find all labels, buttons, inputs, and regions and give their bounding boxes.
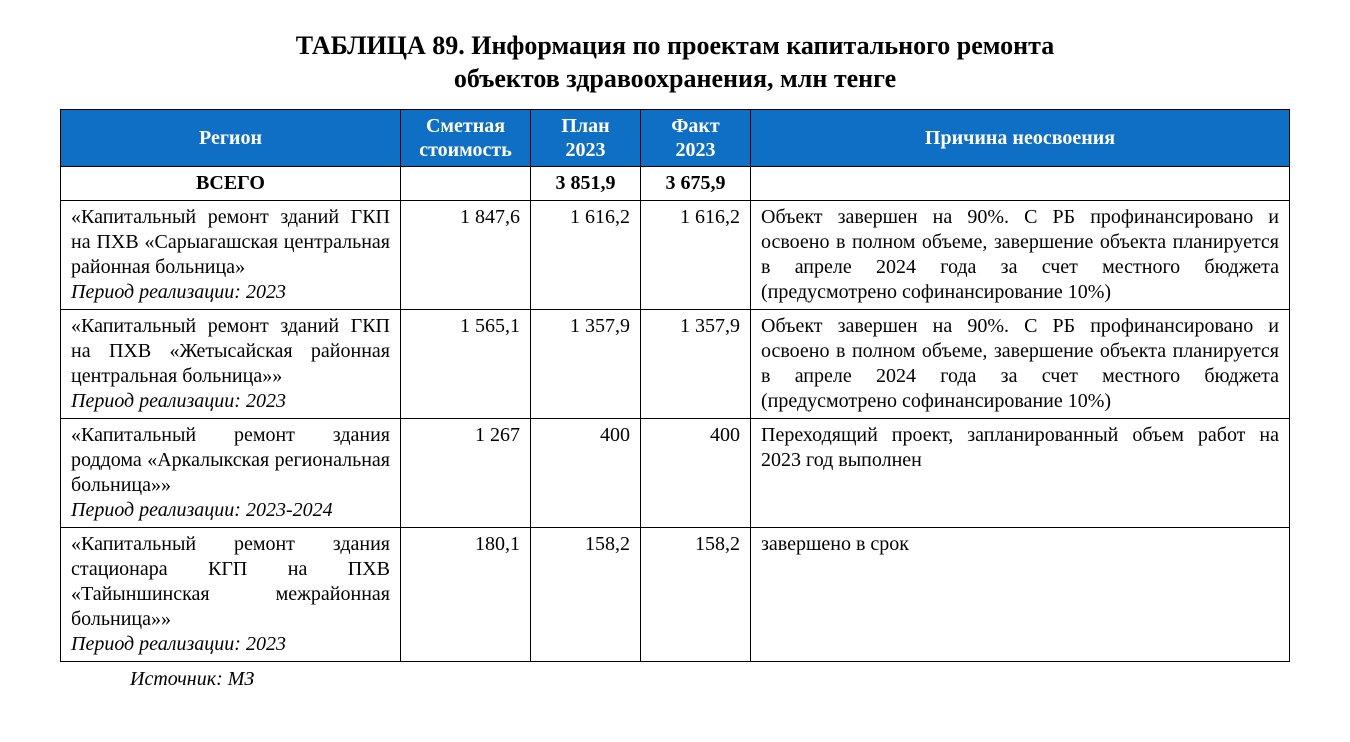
fact-cell: 158,2 xyxy=(641,528,751,662)
region-name: «Капитальный ремонт зданий ГКП на ПХВ «С… xyxy=(71,206,390,278)
col-fact: Факт 2023 xyxy=(641,110,751,167)
reason-cell: завершено в срок xyxy=(751,528,1290,662)
source-note: Источник: МЗ xyxy=(130,668,1290,691)
col-cost-line1: Сметная xyxy=(426,115,505,137)
document-page: ТАБЛИЦА 89. Информация по проектам капит… xyxy=(0,0,1350,711)
reason-cell: Объект завершен на 90%. С РБ профинансир… xyxy=(751,201,1290,310)
plan-cell: 400 xyxy=(531,419,641,528)
table-header: Регион Сметная стоимость План 2023 Факт … xyxy=(61,110,1290,167)
col-plan: План 2023 xyxy=(531,110,641,167)
table-row: «Капитальный ремонт здания роддома «Арка… xyxy=(61,419,1290,528)
total-label: ВСЕГО xyxy=(61,167,401,201)
col-cost: Сметная стоимость xyxy=(401,110,531,167)
total-reason xyxy=(751,167,1290,201)
fact-cell: 400 xyxy=(641,419,751,528)
cost-cell: 1 565,1 xyxy=(401,310,531,419)
cost-cell: 1 847,6 xyxy=(401,201,531,310)
region-name: «Капитальный ремонт здания роддома «Арка… xyxy=(71,424,390,496)
col-reason: Причина неосвоения xyxy=(751,110,1290,167)
col-fact-line1: Факт xyxy=(671,115,720,137)
plan-cell: 158,2 xyxy=(531,528,641,662)
table-body: ВСЕГО 3 851,9 3 675,9 «Капитальный ремон… xyxy=(61,167,1290,662)
region-cell: «Капитальный ремонт зданий ГКП на ПХВ «Ж… xyxy=(61,310,401,419)
total-row: ВСЕГО 3 851,9 3 675,9 xyxy=(61,167,1290,201)
reason-cell: Переходящий проект, запланированный объе… xyxy=(751,419,1290,528)
title-line-1: ТАБЛИЦА 89. Информация по проектам капит… xyxy=(296,31,1054,60)
period-label: Период реализации: 2023 xyxy=(71,280,390,305)
plan-cell: 1 357,9 xyxy=(531,310,641,419)
total-cost xyxy=(401,167,531,201)
period-label: Период реализации: 2023 xyxy=(71,632,390,657)
fact-cell: 1 357,9 xyxy=(641,310,751,419)
fact-cell: 1 616,2 xyxy=(641,201,751,310)
region-cell: «Капитальный ремонт здания роддома «Арка… xyxy=(61,419,401,528)
col-plan-line2: 2023 xyxy=(566,139,606,161)
title-line-2: объектов здравоохранения, млн тенге xyxy=(60,63,1290,96)
cost-cell: 1 267 xyxy=(401,419,531,528)
table-row: «Капитальный ремонт зданий ГКП на ПХВ «Ж… xyxy=(61,310,1290,419)
col-cost-line2: стоимость xyxy=(419,139,512,161)
plan-cell: 1 616,2 xyxy=(531,201,641,310)
reason-cell: Объект завершен на 90%. С РБ профинансир… xyxy=(751,310,1290,419)
region-name: «Капитальный ремонт здания стационара КГ… xyxy=(71,533,390,630)
table-row: «Капитальный ремонт здания стационара КГ… xyxy=(61,528,1290,662)
table-title: ТАБЛИЦА 89. Информация по проектам капит… xyxy=(60,30,1290,95)
col-region: Регион xyxy=(61,110,401,167)
col-plan-line1: План xyxy=(561,115,609,137)
repairs-table: Регион Сметная стоимость План 2023 Факт … xyxy=(60,109,1290,662)
total-plan: 3 851,9 xyxy=(531,167,641,201)
period-label: Период реализации: 2023 xyxy=(71,389,390,414)
total-fact: 3 675,9 xyxy=(641,167,751,201)
table-row: «Капитальный ремонт зданий ГКП на ПХВ «С… xyxy=(61,201,1290,310)
region-cell: «Капитальный ремонт зданий ГКП на ПХВ «С… xyxy=(61,201,401,310)
region-name: «Капитальный ремонт зданий ГКП на ПХВ «Ж… xyxy=(71,315,390,387)
period-label: Период реализации: 2023-2024 xyxy=(71,498,390,523)
col-fact-line2: 2023 xyxy=(676,139,716,161)
region-cell: «Капитальный ремонт здания стационара КГ… xyxy=(61,528,401,662)
cost-cell: 180,1 xyxy=(401,528,531,662)
